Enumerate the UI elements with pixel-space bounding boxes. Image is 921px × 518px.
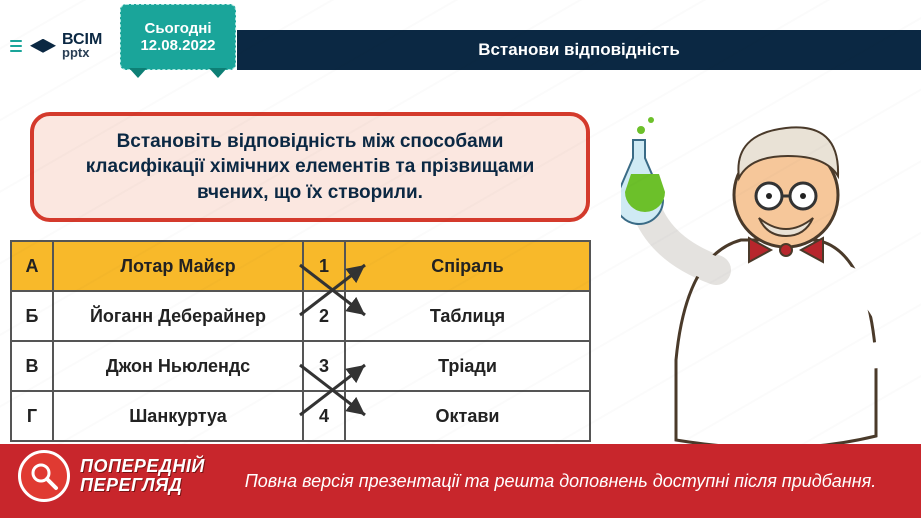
th-answer: Спіраль <box>345 241 590 291</box>
cell-name: Джон Ньюлендс <box>53 341 303 391</box>
preview-badge-label: ПОПЕРЕДНІЙ ПЕРЕГЛЯД <box>80 457 205 495</box>
cell-letter: В <box>11 341 53 391</box>
cell-num: 4 <box>303 391 345 441</box>
scientist-illustration <box>621 100 921 445</box>
preview-badge: ПОПЕРЕДНІЙ ПЕРЕГЛЯД <box>18 450 205 502</box>
cell-num: 2 <box>303 291 345 341</box>
date-label: Сьогодні <box>145 20 212 37</box>
table-row: Г Шанкуртуа 4 Октави <box>11 391 590 441</box>
logo-text: ВСІМ pptx <box>62 32 102 60</box>
date-ribbon: Сьогодні 12.08.2022 <box>120 4 236 70</box>
cell-answer: Тріади <box>345 341 590 391</box>
th-num: 1 <box>303 241 345 291</box>
table-row: В Джон Ньюлендс 3 Тріади <box>11 341 590 391</box>
th-letter: А <box>11 241 53 291</box>
instruction-box: Встановіть відповідність між способами к… <box>30 112 590 222</box>
slide-root: ВСІМ pptx Сьогодні 12.08.2022 Встанови в… <box>0 0 921 518</box>
date-value: 12.08.2022 <box>140 37 215 54</box>
table-header-row: А Лотар Майєр 1 Спіраль <box>11 241 590 291</box>
logo-text-sub: pptx <box>62 47 102 59</box>
slide-header-title: Встанови відповідність <box>478 40 680 60</box>
cell-name: Шанкуртуа <box>53 391 303 441</box>
graduation-cap-icon <box>30 39 56 53</box>
table-row: Б Йоганн Деберайнер 2 Таблиця <box>11 291 590 341</box>
magnifier-icon <box>29 461 59 491</box>
cell-answer: Таблиця <box>345 291 590 341</box>
magnifier-circle <box>18 450 70 502</box>
cell-letter: Г <box>11 391 53 441</box>
cell-num: 3 <box>303 341 345 391</box>
cell-answer: Октави <box>345 391 590 441</box>
brand-logo: ВСІМ pptx <box>10 32 102 60</box>
th-name: Лотар Майєр <box>53 241 303 291</box>
preview-banner-text: Повна версія презентації та решта доповн… <box>245 471 877 492</box>
cell-name: Йоганн Деберайнер <box>53 291 303 341</box>
matching-table: А Лотар Майєр 1 Спіраль Б Йоганн Деберай… <box>10 240 591 442</box>
logo-stripes-icon <box>10 40 22 52</box>
slide-header: Встанови відповідність <box>237 30 921 70</box>
preview-badge-line1: ПОПЕРЕДНІЙ <box>80 457 205 476</box>
instruction-text: Встановіть відповідність між способами к… <box>58 129 562 206</box>
preview-badge-line2: ПЕРЕГЛЯД <box>80 476 205 495</box>
flask-icon <box>621 117 665 224</box>
cell-letter: Б <box>11 291 53 341</box>
